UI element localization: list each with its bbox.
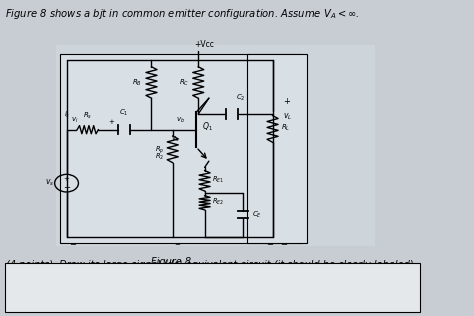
Bar xyxy=(247,54,307,243)
Text: −: − xyxy=(63,183,70,191)
Text: Figure 8 shows a bjt in common emitter configuration. Assume $V_A < \infty$.: Figure 8 shows a bjt in common emitter c… xyxy=(5,7,360,21)
Text: $v_s$: $v_s$ xyxy=(171,134,179,143)
Text: $v_L$: $v_L$ xyxy=(283,112,292,122)
Text: −: − xyxy=(69,240,76,249)
Text: $R_2$: $R_2$ xyxy=(155,151,164,161)
Text: $R_{E1}$: $R_{E1}$ xyxy=(212,175,224,185)
Text: $v_s$: $v_s$ xyxy=(45,178,54,188)
Bar xyxy=(56,45,374,246)
Text: $R_B$: $R_B$ xyxy=(132,77,142,88)
FancyBboxPatch shape xyxy=(5,264,420,312)
Text: +Vcc: +Vcc xyxy=(195,40,215,49)
Text: $R_L$: $R_L$ xyxy=(281,123,291,133)
Text: $R_{E2}$: $R_{E2}$ xyxy=(212,197,224,207)
Text: $C_E$: $C_E$ xyxy=(252,210,262,220)
Text: $v_i$: $v_i$ xyxy=(71,116,78,125)
Text: Figure 8: Figure 8 xyxy=(151,257,191,267)
Text: $C_2$: $C_2$ xyxy=(236,93,245,103)
Text: $Q_1$: $Q_1$ xyxy=(202,120,213,133)
Bar xyxy=(60,54,302,243)
Text: $R_s$: $R_s$ xyxy=(83,111,92,121)
Text: −: − xyxy=(280,240,287,249)
Text: −: − xyxy=(174,241,180,247)
Text: +: + xyxy=(283,97,290,106)
Text: $R_C$: $R_C$ xyxy=(179,77,189,88)
Text: −: − xyxy=(265,240,273,249)
Text: $i_s$: $i_s$ xyxy=(64,110,71,120)
Text: $R_p$: $R_p$ xyxy=(155,144,164,156)
Text: $v_b$: $v_b$ xyxy=(176,116,185,125)
Text: (4 points)  Draw its large-signal (dc) equivalent circuit (it should be clearly : (4 points) Draw its large-signal (dc) eq… xyxy=(6,260,417,270)
Text: $C_1$: $C_1$ xyxy=(119,107,128,118)
Text: +: + xyxy=(108,119,114,125)
Text: +: + xyxy=(64,176,70,182)
